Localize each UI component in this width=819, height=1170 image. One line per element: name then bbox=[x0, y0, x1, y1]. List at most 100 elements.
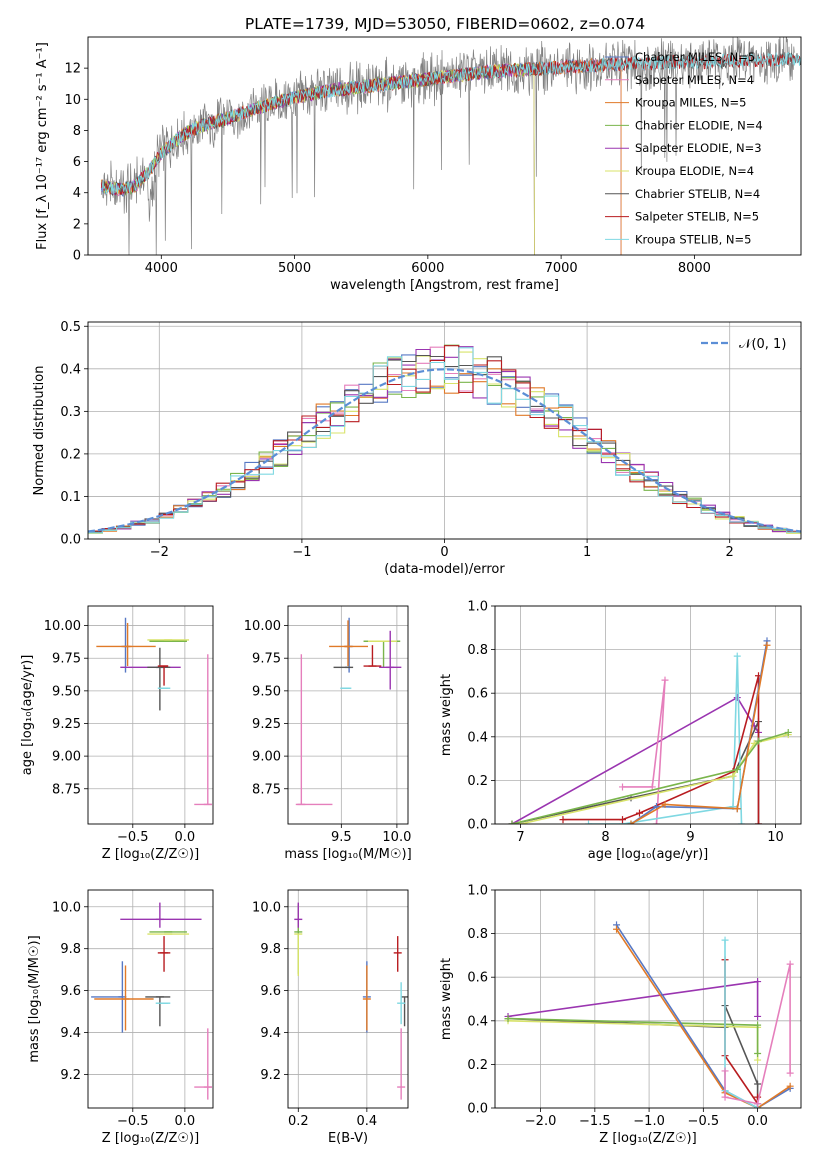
errorbar-point bbox=[397, 1028, 406, 1100]
y-tick-label: 4 bbox=[73, 186, 81, 201]
x-tick-label: 7 bbox=[516, 830, 524, 845]
y-tick-label: 9.00 bbox=[52, 750, 81, 765]
panel-spectrum: 4000 5000 6000 7000 8000 0 2 4 6 8 10 12 wavelength … bbox=[35, 36, 802, 293]
x-tick-label: −0.5 bbox=[117, 1114, 149, 1129]
plot-area bbox=[504, 921, 794, 1108]
y-tick-label: 9.75 bbox=[252, 652, 281, 667]
x-tick-label: 0 bbox=[440, 545, 448, 560]
y-tick-label: 0.8 bbox=[467, 643, 488, 658]
axes-frame bbox=[494, 889, 802, 1109]
panel-mass-vs-ebv: 0.2 0.4 9.2 9.4 9.6 9.8 10.0 E(B-V) bbox=[252, 889, 409, 1146]
x-tick-label: −1.0 bbox=[633, 1114, 665, 1129]
weight-marker bbox=[786, 1069, 794, 1077]
y-tick-label: 0.6 bbox=[467, 971, 488, 986]
y-tick-label: 10 bbox=[64, 93, 81, 108]
y-tick-label: 9.2 bbox=[60, 1068, 81, 1083]
y-axis-label: mass weight bbox=[439, 674, 454, 756]
x-axis-label: mass [log₁₀(M/M☉)] bbox=[284, 847, 411, 862]
weight-marker bbox=[733, 652, 741, 660]
weight-marker bbox=[754, 1056, 762, 1064]
y-tick-label: 9.6 bbox=[60, 984, 81, 999]
weight-marker bbox=[585, 820, 592, 824]
y-tick-label: 6 bbox=[73, 155, 81, 170]
weight-marker bbox=[508, 820, 516, 824]
panel-age-vs-mass: 9.5 10.0 8.75 9.00 9.25 9.50 9.75 10.00 mass [lo… bbox=[244, 605, 412, 862]
y-tick-label: 9.4 bbox=[260, 1026, 281, 1041]
legend-entry: Kroupa STELIB, N=5 bbox=[635, 232, 752, 246]
errorbar-point bbox=[393, 936, 402, 972]
legend-entry: Salpeter STELIB, N=5 bbox=[635, 210, 759, 224]
errorbar-point bbox=[94, 965, 154, 1031]
x-tick-label: −0.5 bbox=[688, 1114, 720, 1129]
x-tick-label: 9 bbox=[686, 830, 694, 845]
x-axis-label: Z [log₁₀(Z/Z☉)] bbox=[102, 847, 199, 862]
legend-entry: Kroupa ELODIE, N=4 bbox=[635, 164, 754, 178]
axes-frame bbox=[494, 605, 802, 825]
x-tick-label: 9.5 bbox=[331, 830, 352, 845]
x-tick-label: 4000 bbox=[145, 261, 178, 276]
errorbar-point bbox=[120, 902, 202, 928]
panel-mass-vs-Z: −0.5 0.0 9.2 9.4 9.6 9.8 10.0 Z [log₁₀(Z/Z☉)] ma… bbox=[27, 889, 214, 1146]
y-tick-label: 2 bbox=[73, 217, 81, 232]
x-tick-label: 7000 bbox=[545, 261, 578, 276]
y-tick-label: 8.75 bbox=[52, 782, 81, 797]
axes-frame bbox=[287, 889, 409, 1109]
y-tick-label: 9.8 bbox=[60, 942, 81, 957]
y-tick-label: 0.0 bbox=[467, 1102, 488, 1117]
y-axis-label: age [log₁₀(age/yr)] bbox=[20, 655, 35, 776]
legend-entry: Salpeter ELODIE, N=3 bbox=[635, 141, 762, 155]
plot-area bbox=[100, 37, 801, 255]
legend-entry: Kroupa MILES, N=5 bbox=[635, 96, 747, 110]
weight-marker bbox=[754, 978, 762, 986]
weight-marker bbox=[729, 772, 737, 780]
y-tick-label: 0.3 bbox=[60, 405, 81, 420]
errorbar-point bbox=[294, 933, 303, 976]
x-tick-label: 0.0 bbox=[175, 1114, 196, 1129]
plot-area bbox=[91, 902, 212, 1100]
y-axis-label: mass weight bbox=[439, 958, 454, 1040]
x-tick-label: −2 bbox=[150, 545, 169, 560]
x-axis-label: E(B-V) bbox=[328, 1131, 368, 1146]
weight-marker bbox=[786, 1082, 794, 1090]
model-spectrum-line bbox=[100, 53, 801, 196]
y-axis-label: mass [log₁₀(M/M☉)] bbox=[27, 935, 42, 1062]
weight-marker bbox=[721, 936, 729, 944]
plot-area bbox=[508, 637, 792, 824]
errorbar-point bbox=[194, 654, 212, 806]
weight-series-line bbox=[511, 731, 789, 824]
y-tick-label: 0.4 bbox=[467, 730, 488, 745]
legend-entry: Salpeter MILES, N=4 bbox=[635, 73, 754, 87]
y-tick-label: 1.0 bbox=[467, 600, 488, 615]
y-tick-label: 0.8 bbox=[467, 927, 488, 942]
weight-marker bbox=[754, 1012, 762, 1020]
y-tick-label: 8 bbox=[73, 124, 81, 139]
legend-entry: 𝒩(0, 1) bbox=[739, 337, 786, 352]
x-tick-label: 5000 bbox=[278, 261, 311, 276]
x-axis-label: Z [log₁₀(Z/Z☉)] bbox=[599, 1131, 696, 1146]
weight-marker bbox=[733, 805, 741, 813]
x-axis-label: Z [log₁₀(Z/Z☉)] bbox=[102, 1131, 199, 1146]
weight-marker bbox=[755, 737, 762, 745]
y-tick-label: 9.25 bbox=[252, 717, 281, 732]
x-tick-label: 10.0 bbox=[382, 830, 411, 845]
x-tick-label: 0.2 bbox=[288, 1114, 309, 1129]
x-tick-label: −1.5 bbox=[579, 1114, 611, 1129]
panel-age-vs-Z: −0.5 0.0 8.75 9.00 9.25 9.50 9.75 10.00 Z [log₁₀… bbox=[20, 605, 214, 862]
x-tick-label: 0.0 bbox=[175, 830, 196, 845]
legend: 𝒩(0, 1) bbox=[701, 337, 786, 352]
weight-marker bbox=[636, 809, 643, 817]
normal-curve-line bbox=[88, 368, 801, 533]
weight-series-line bbox=[563, 675, 760, 824]
weight-marker bbox=[661, 676, 669, 684]
errorbar-point bbox=[400, 996, 408, 1027]
y-tick-label: 0.6 bbox=[467, 687, 488, 702]
y-tick-label: 9.00 bbox=[252, 750, 281, 765]
axes-frame bbox=[287, 605, 409, 825]
y-tick-label: 9.4 bbox=[60, 1026, 81, 1041]
x-tick-label: 6000 bbox=[411, 261, 444, 276]
histogram-step bbox=[88, 345, 801, 532]
weight-series-line bbox=[622, 680, 666, 824]
weight-marker bbox=[559, 816, 567, 824]
x-tick-label: −0.5 bbox=[117, 830, 149, 845]
weight-series-line bbox=[511, 696, 760, 824]
